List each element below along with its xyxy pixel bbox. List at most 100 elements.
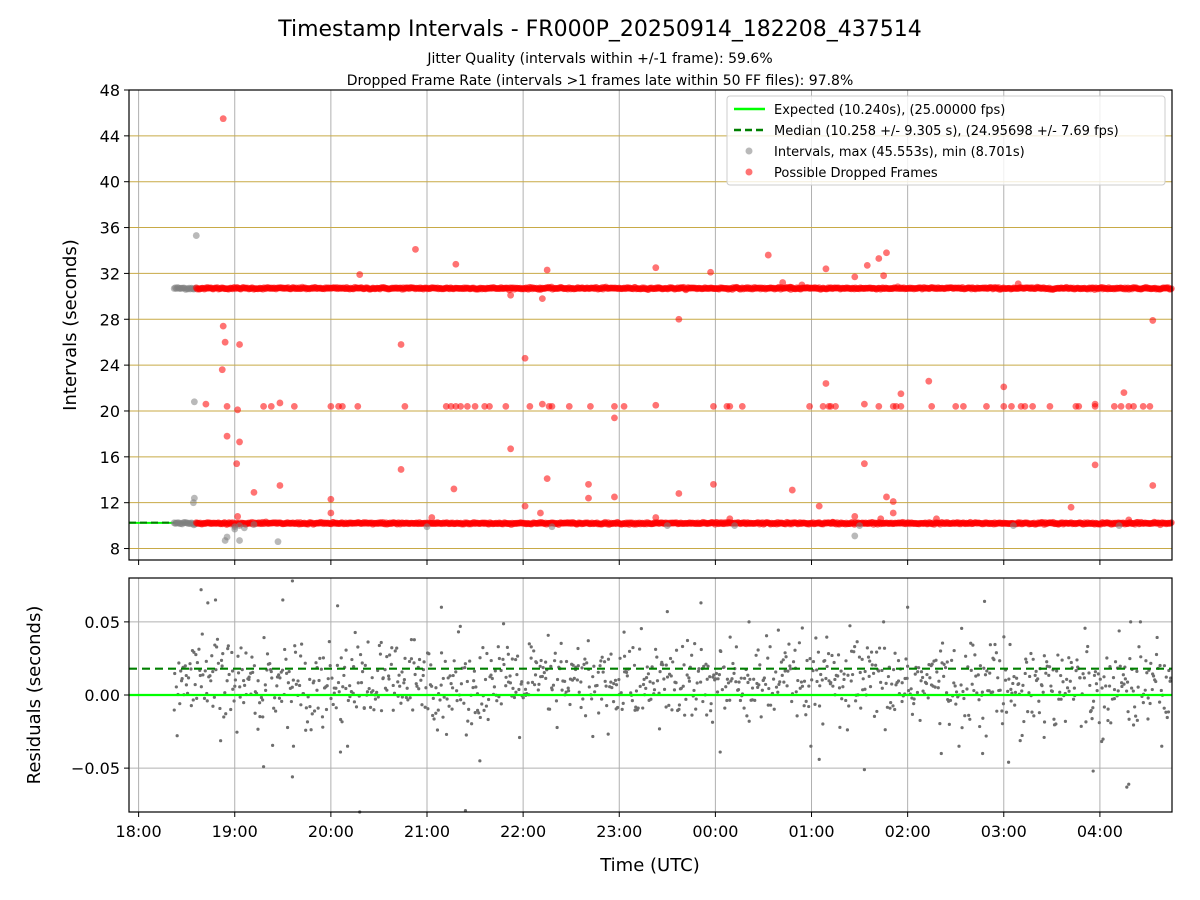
residual-point: [900, 681, 904, 685]
residual-point: [1158, 663, 1162, 668]
residual-point: [953, 684, 957, 688]
residual-point: [385, 688, 389, 692]
residual-point: [473, 711, 477, 715]
residual-point: [534, 661, 539, 665]
bottom-x-tick-label: 22:00: [500, 822, 546, 841]
residual-point: [231, 687, 235, 691]
residual-point: [317, 678, 321, 683]
top-y-tick-label: 28: [100, 310, 120, 329]
residual-point: [788, 667, 793, 671]
residual-point: [200, 632, 204, 636]
residual-point: [852, 650, 856, 654]
residual-point: [478, 715, 482, 720]
residual-point: [339, 656, 343, 660]
residual-point: [1146, 717, 1150, 721]
bottom-residual-points: [172, 579, 1173, 814]
dropped-frame-point: [832, 402, 839, 410]
residual-point: [618, 656, 622, 660]
residual-point: [242, 678, 246, 683]
residual-point: [672, 688, 677, 692]
residual-point: [586, 639, 590, 643]
residual-point: [566, 686, 570, 690]
legend-dropped: Possible Dropped Frames: [774, 166, 938, 181]
residual-point: [263, 683, 267, 687]
residual-point: [430, 684, 434, 688]
residual-point: [642, 677, 646, 681]
residual-point: [731, 661, 735, 666]
dropped-frame-point: [1139, 402, 1147, 410]
residual-point: [417, 687, 421, 691]
residual-point: [1160, 744, 1164, 748]
residual-point: [945, 660, 949, 664]
interval-point: [274, 538, 282, 546]
residual-point: [846, 673, 850, 677]
residual-point: [982, 599, 987, 604]
residual-point: [1071, 697, 1076, 701]
residual-point: [303, 661, 307, 665]
dropped-frame-point: [1130, 402, 1137, 410]
chart-title: Timestamp Intervals - FR000P_20250914_18…: [277, 17, 922, 42]
residual-point: [830, 653, 834, 658]
residual-point: [1049, 684, 1053, 688]
residual-point: [906, 688, 911, 693]
residual-point: [748, 677, 752, 681]
residual-point: [336, 680, 341, 685]
residual-point: [1052, 717, 1056, 721]
residual-point: [947, 722, 951, 726]
residual-point: [291, 678, 295, 682]
residual-point: [913, 672, 917, 676]
residual-point: [506, 652, 510, 656]
residual-point: [1042, 654, 1046, 658]
residual-point: [701, 699, 705, 704]
dropped-frame-point: [327, 495, 335, 503]
residual-point: [358, 652, 363, 657]
residual-point: [463, 662, 467, 666]
dropped-frame-point: [764, 251, 772, 259]
residual-point: [1125, 785, 1129, 789]
residual-point: [1042, 735, 1046, 740]
residual-point: [191, 698, 195, 702]
residual-point: [599, 659, 603, 663]
residual-point: [1041, 690, 1045, 694]
residual-point: [274, 709, 278, 713]
residual-point: [189, 667, 193, 671]
residual-point: [1067, 689, 1071, 693]
residual-point: [965, 687, 969, 691]
residual-point: [948, 698, 953, 703]
residual-point: [284, 657, 288, 661]
residual-point: [1144, 659, 1148, 663]
dropped-frame-point: [1067, 503, 1075, 511]
residual-point: [921, 689, 925, 693]
residual-point: [172, 708, 176, 712]
residual-point: [448, 674, 452, 678]
residual-point: [195, 660, 200, 665]
residual-point: [655, 679, 660, 683]
dropped-frame-point: [928, 402, 936, 410]
residual-point: [344, 686, 348, 691]
interval-point: [223, 533, 231, 541]
residual-point: [481, 646, 485, 650]
residual-point: [212, 695, 216, 699]
residual-point: [331, 702, 335, 707]
residual-point: [455, 689, 459, 693]
residual-point: [844, 698, 848, 703]
interval-point: [856, 522, 863, 530]
dropped-frame-point: [611, 402, 618, 410]
residual-point: [978, 664, 983, 668]
residual-point: [463, 666, 467, 670]
residual-point: [868, 659, 872, 663]
residual-point: [722, 665, 726, 669]
dropped-frame-point: [675, 490, 683, 497]
bottom-y-axis: −0.05 0.00 0.05: [71, 613, 129, 778]
residual-point: [197, 647, 201, 651]
residual-point: [489, 658, 493, 663]
residual-point: [337, 690, 341, 694]
residual-point: [1141, 701, 1145, 705]
residual-point: [426, 707, 430, 711]
residual-point: [737, 680, 741, 684]
residual-point: [299, 654, 303, 658]
residual-point: [826, 652, 831, 656]
residual-point: [838, 725, 842, 729]
residual-point: [854, 699, 858, 703]
residual-point: [1143, 688, 1147, 692]
